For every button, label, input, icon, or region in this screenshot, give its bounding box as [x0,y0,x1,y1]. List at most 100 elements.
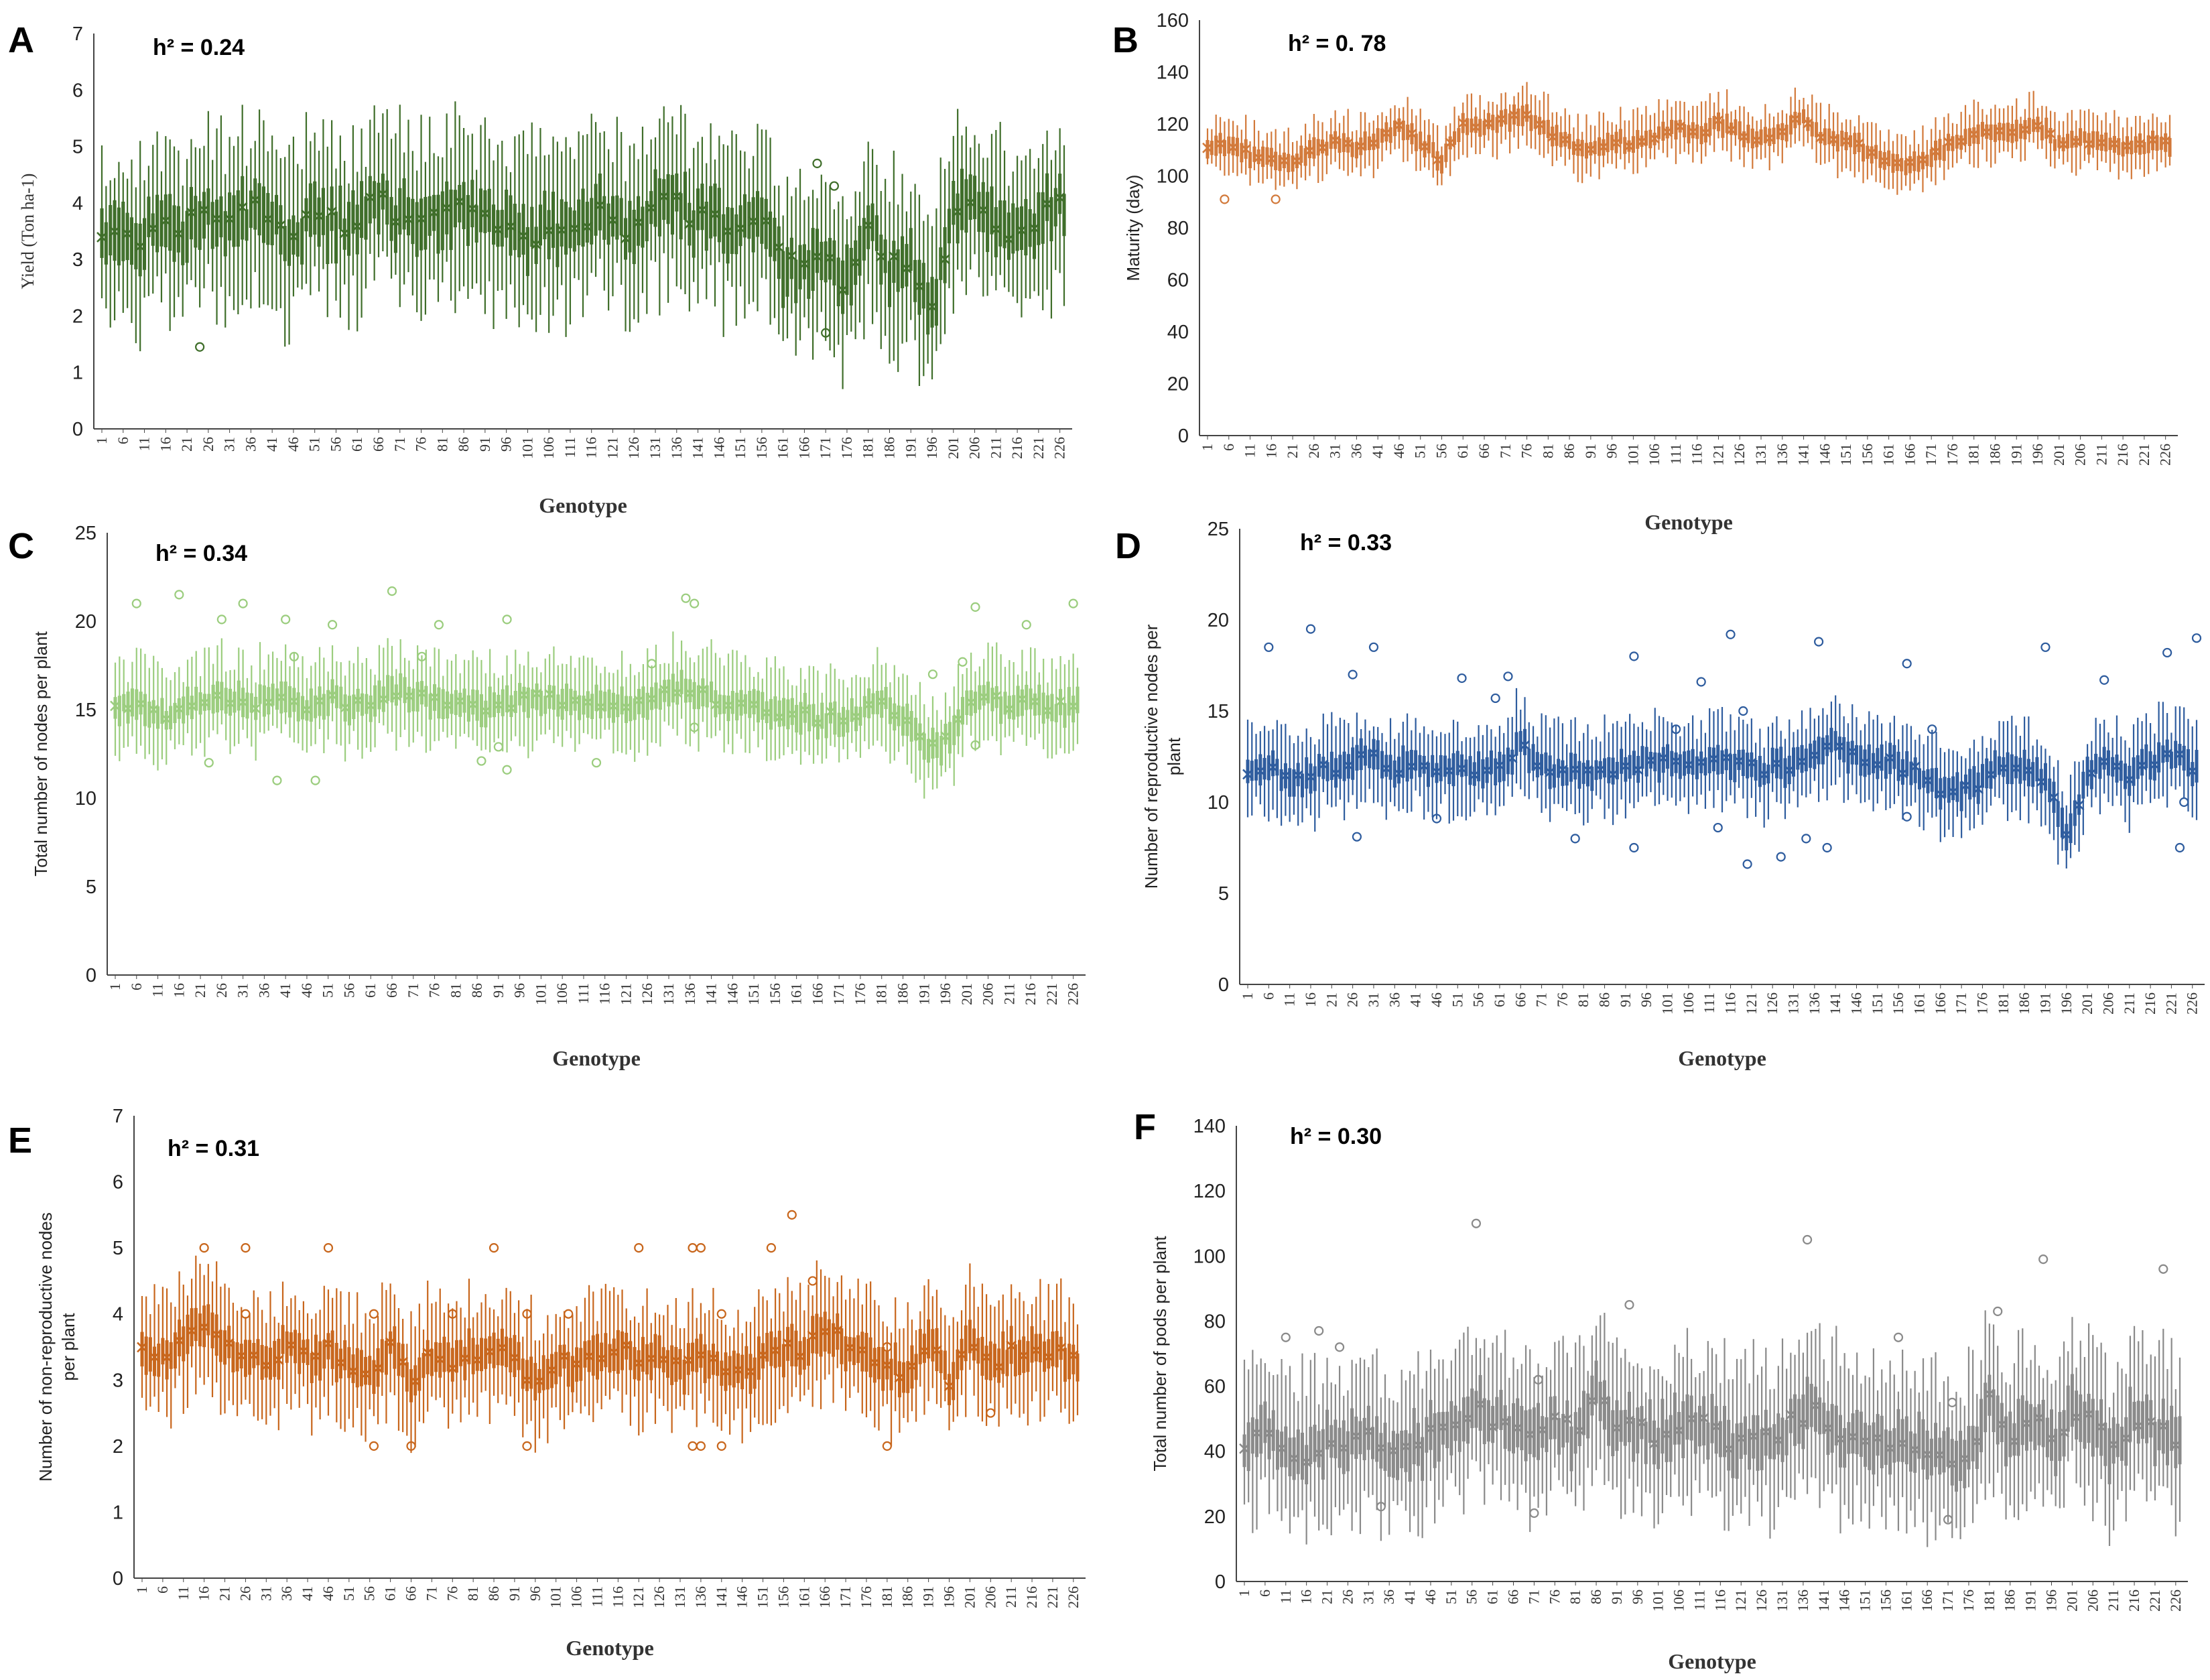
box [1607,1397,1611,1446]
x-tick-label: 151 [1857,1590,1874,1612]
x-tick-label: 21 [216,1586,233,1601]
genotype-box [1512,1357,1515,1484]
genotype-box [2117,117,2121,180]
genotype-box [1721,109,1725,151]
box [283,226,287,261]
genotype-box [990,133,994,276]
genotype-box [161,1288,172,1417]
box [1673,1393,1677,1445]
box [773,217,777,261]
box [657,178,661,237]
box [1523,728,1527,755]
genotype-box [773,656,777,761]
x-tick-label: 166 [795,437,812,459]
box [2136,755,2140,779]
box [1710,1394,1714,1443]
genotype-box [1325,1358,1329,1529]
genotype-box [1346,1390,1350,1504]
genotype-box [2002,108,2006,151]
genotype-box [927,1279,931,1401]
outlier-point [688,1441,698,1451]
x-tick-label: 51 [1449,992,1466,1007]
box [386,675,390,701]
box [109,205,113,256]
box [1482,121,1486,135]
genotype-box [1779,730,1783,804]
box [935,732,939,758]
x-tick-label: 51 [1443,1590,1459,1604]
x-tick-label: 176 [1944,444,1961,466]
box [1818,1397,1822,1435]
box [2079,128,2083,146]
heritability-label: h² = 0. 78 [1288,31,1386,56]
x-tick-label: 176 [1973,992,1990,1015]
box [1383,1423,1387,1471]
genotype-box [334,1288,338,1423]
outlier-point [289,651,299,661]
box [558,1344,562,1377]
genotype-box [1611,1342,1615,1490]
x-tick-label: 161 [1880,444,1897,466]
genotype-box [1514,688,1518,784]
box [543,696,547,714]
genotype-box [237,105,248,306]
box [658,688,662,710]
genotype-box [735,650,739,734]
genotype-box [881,1321,885,1407]
x-tick-label: 111 [1691,1590,1707,1610]
outlier-point [696,1441,706,1451]
y-tick-label: 4 [72,193,83,214]
genotype-box [978,157,989,297]
box [466,195,470,247]
y-tick-label: 20 [1208,610,1229,631]
box [1731,1433,1735,1478]
genotype-box [283,157,287,347]
genotype-box [237,647,241,745]
mean-marker [250,703,261,714]
genotype-box [1892,716,1896,804]
genotype-box [710,639,714,738]
genotype-box [1896,739,1900,796]
genotype-box [654,645,658,744]
genotype-box [753,1307,757,1418]
x-tick-label: 186 [2016,992,2032,1015]
x-tick-label: 41 [1369,444,1386,458]
genotype-box [874,164,879,312]
genotype-box [1708,93,1712,145]
genotype-box [129,159,134,323]
genotype-box [877,1305,881,1431]
genotype-box [296,667,300,744]
y-tick-label: 0 [72,419,83,440]
x-tick-label: 41 [277,983,294,998]
genotype-box [756,671,760,748]
box [1618,129,1622,144]
box [1742,131,1746,147]
box [968,1319,972,1354]
genotype-box [939,168,951,334]
box [220,682,224,711]
box [1292,769,1296,797]
box [1362,1417,1366,1460]
genotype-box [194,147,198,287]
x-tick-label: 31 [1327,444,1344,458]
genotype-box [990,129,1002,291]
box [807,250,811,299]
x-tick-label: 116 [609,1586,626,1608]
box [960,168,964,231]
y-tick-label: 15 [1208,701,1229,722]
box [399,673,403,698]
x-tick-label: 221 [2162,992,2179,1015]
box [1321,757,1325,779]
box [275,688,279,710]
box [905,244,909,287]
box [1853,133,1857,155]
box [194,196,198,248]
box [2117,138,2121,155]
box [1989,124,1993,140]
x-tick-label: 16 [1262,444,1279,458]
box [877,1347,881,1380]
genotype-box [143,180,147,298]
box [480,1338,484,1372]
x-tick-label: 71 [391,437,408,452]
box [1636,1407,1640,1453]
